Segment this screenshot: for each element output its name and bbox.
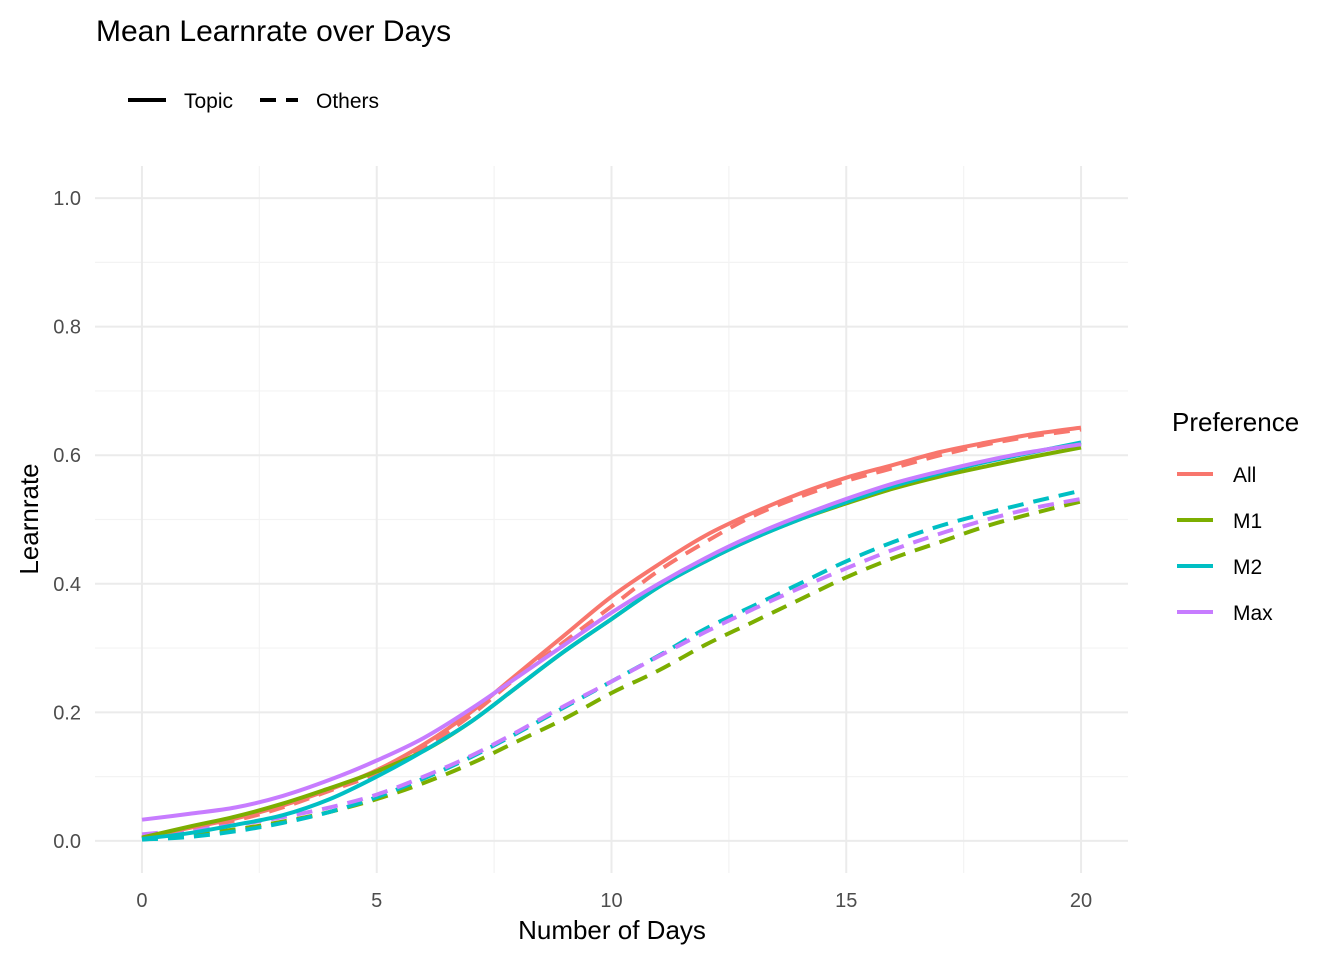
x-axis-ticks: 0 5 10 15 20 bbox=[136, 890, 1092, 912]
y-axis-ticks: 0.0 0.2 0.4 0.6 0.8 1.0 bbox=[53, 188, 81, 853]
x-tick-label: 20 bbox=[1070, 890, 1092, 912]
color-legend: All M1 M2 Max bbox=[1177, 464, 1273, 625]
y-axis-title: Learnrate bbox=[14, 463, 44, 574]
legend-label-max: Max bbox=[1233, 602, 1273, 625]
series-lines bbox=[141, 425, 1082, 842]
series-line-max-others bbox=[141, 496, 1082, 837]
plot-grid bbox=[95, 166, 1128, 873]
y-tick-label: 0.8 bbox=[53, 317, 81, 339]
legend-label-m1: M1 bbox=[1233, 510, 1262, 533]
legend-label-all: All bbox=[1233, 464, 1256, 487]
y-tick-label: 0.6 bbox=[53, 445, 81, 467]
legend-label-others: Others bbox=[316, 90, 379, 113]
x-tick-label: 15 bbox=[835, 890, 857, 912]
series-line-m1-others bbox=[141, 499, 1082, 841]
color-legend-title: Preference bbox=[1172, 407, 1299, 437]
x-tick-label: 10 bbox=[600, 890, 622, 912]
x-axis-title: Number of Days bbox=[518, 915, 706, 945]
series-line-max-topic bbox=[141, 442, 1082, 822]
x-tick-label: 5 bbox=[371, 890, 382, 912]
y-tick-label: 0.0 bbox=[53, 831, 81, 853]
y-tick-label: 0.2 bbox=[53, 702, 81, 724]
linetype-legend: Topic Others bbox=[128, 90, 379, 113]
x-tick-label: 0 bbox=[136, 890, 147, 912]
y-tick-label: 0.4 bbox=[53, 574, 81, 596]
chart-title: Mean Learnrate over Days bbox=[96, 15, 451, 48]
y-tick-label: 1.0 bbox=[53, 188, 81, 210]
series-line-m2-topic bbox=[141, 440, 1082, 841]
legend-label-topic: Topic bbox=[184, 90, 233, 113]
legend-label-m2: M2 bbox=[1233, 556, 1262, 579]
